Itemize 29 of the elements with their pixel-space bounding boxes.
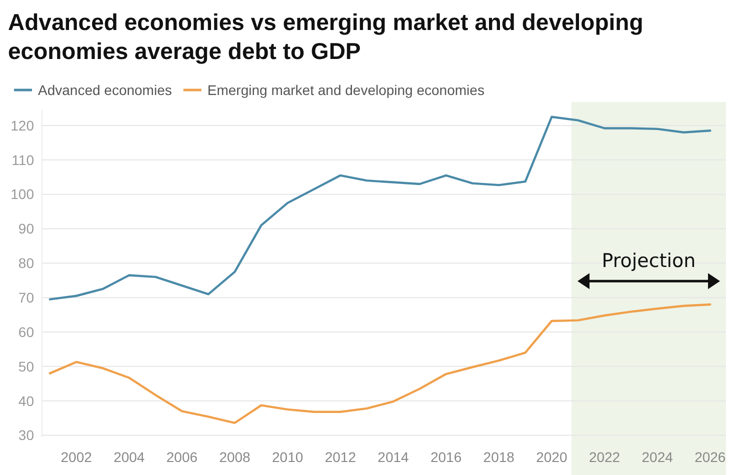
line-series [48, 116, 712, 300]
x-tick-label: 2024 [642, 449, 674, 465]
legend-label: Emerging market and developing economies [207, 82, 484, 98]
x-tick-label: 2004 [114, 449, 145, 465]
band-label: Projection [602, 250, 696, 272]
legend-label: Advanced economies [38, 82, 172, 98]
x-tick-label: 2006 [166, 449, 198, 465]
x-tick-label: 2008 [219, 449, 251, 465]
line-series [48, 303, 712, 424]
y-tick-label: 110 [12, 152, 34, 168]
y-tick-label: 100 [10, 186, 34, 202]
x-tick-label: 2026 [694, 449, 726, 465]
chart-title: Advanced economies vs emerging market and developing economies average debt to GDP [8, 9, 644, 64]
y-tick-label: 120 [10, 117, 34, 134]
x-tick-label: 2018 [483, 449, 515, 465]
x-tick-label: 2020 [536, 449, 568, 465]
y-tick-label: 70 [18, 289, 34, 306]
x-tick-label: 2016 [430, 449, 462, 465]
x-tick-label: 2002 [60, 449, 92, 465]
x-tick-label: 2010 [272, 449, 304, 465]
x-tick-label: 2014 [378, 449, 410, 465]
y-tick-label: 80 [18, 255, 34, 272]
y-tick-label: 50 [18, 358, 34, 374]
x-tick-label: 2012 [324, 449, 356, 465]
y-tick-label: 60 [18, 324, 34, 340]
y-tick-label: 40 [18, 392, 34, 409]
y-tick-label: 90 [18, 220, 34, 237]
y-tick-label: 30 [18, 427, 34, 444]
x-tick-label: 2022 [588, 449, 620, 465]
